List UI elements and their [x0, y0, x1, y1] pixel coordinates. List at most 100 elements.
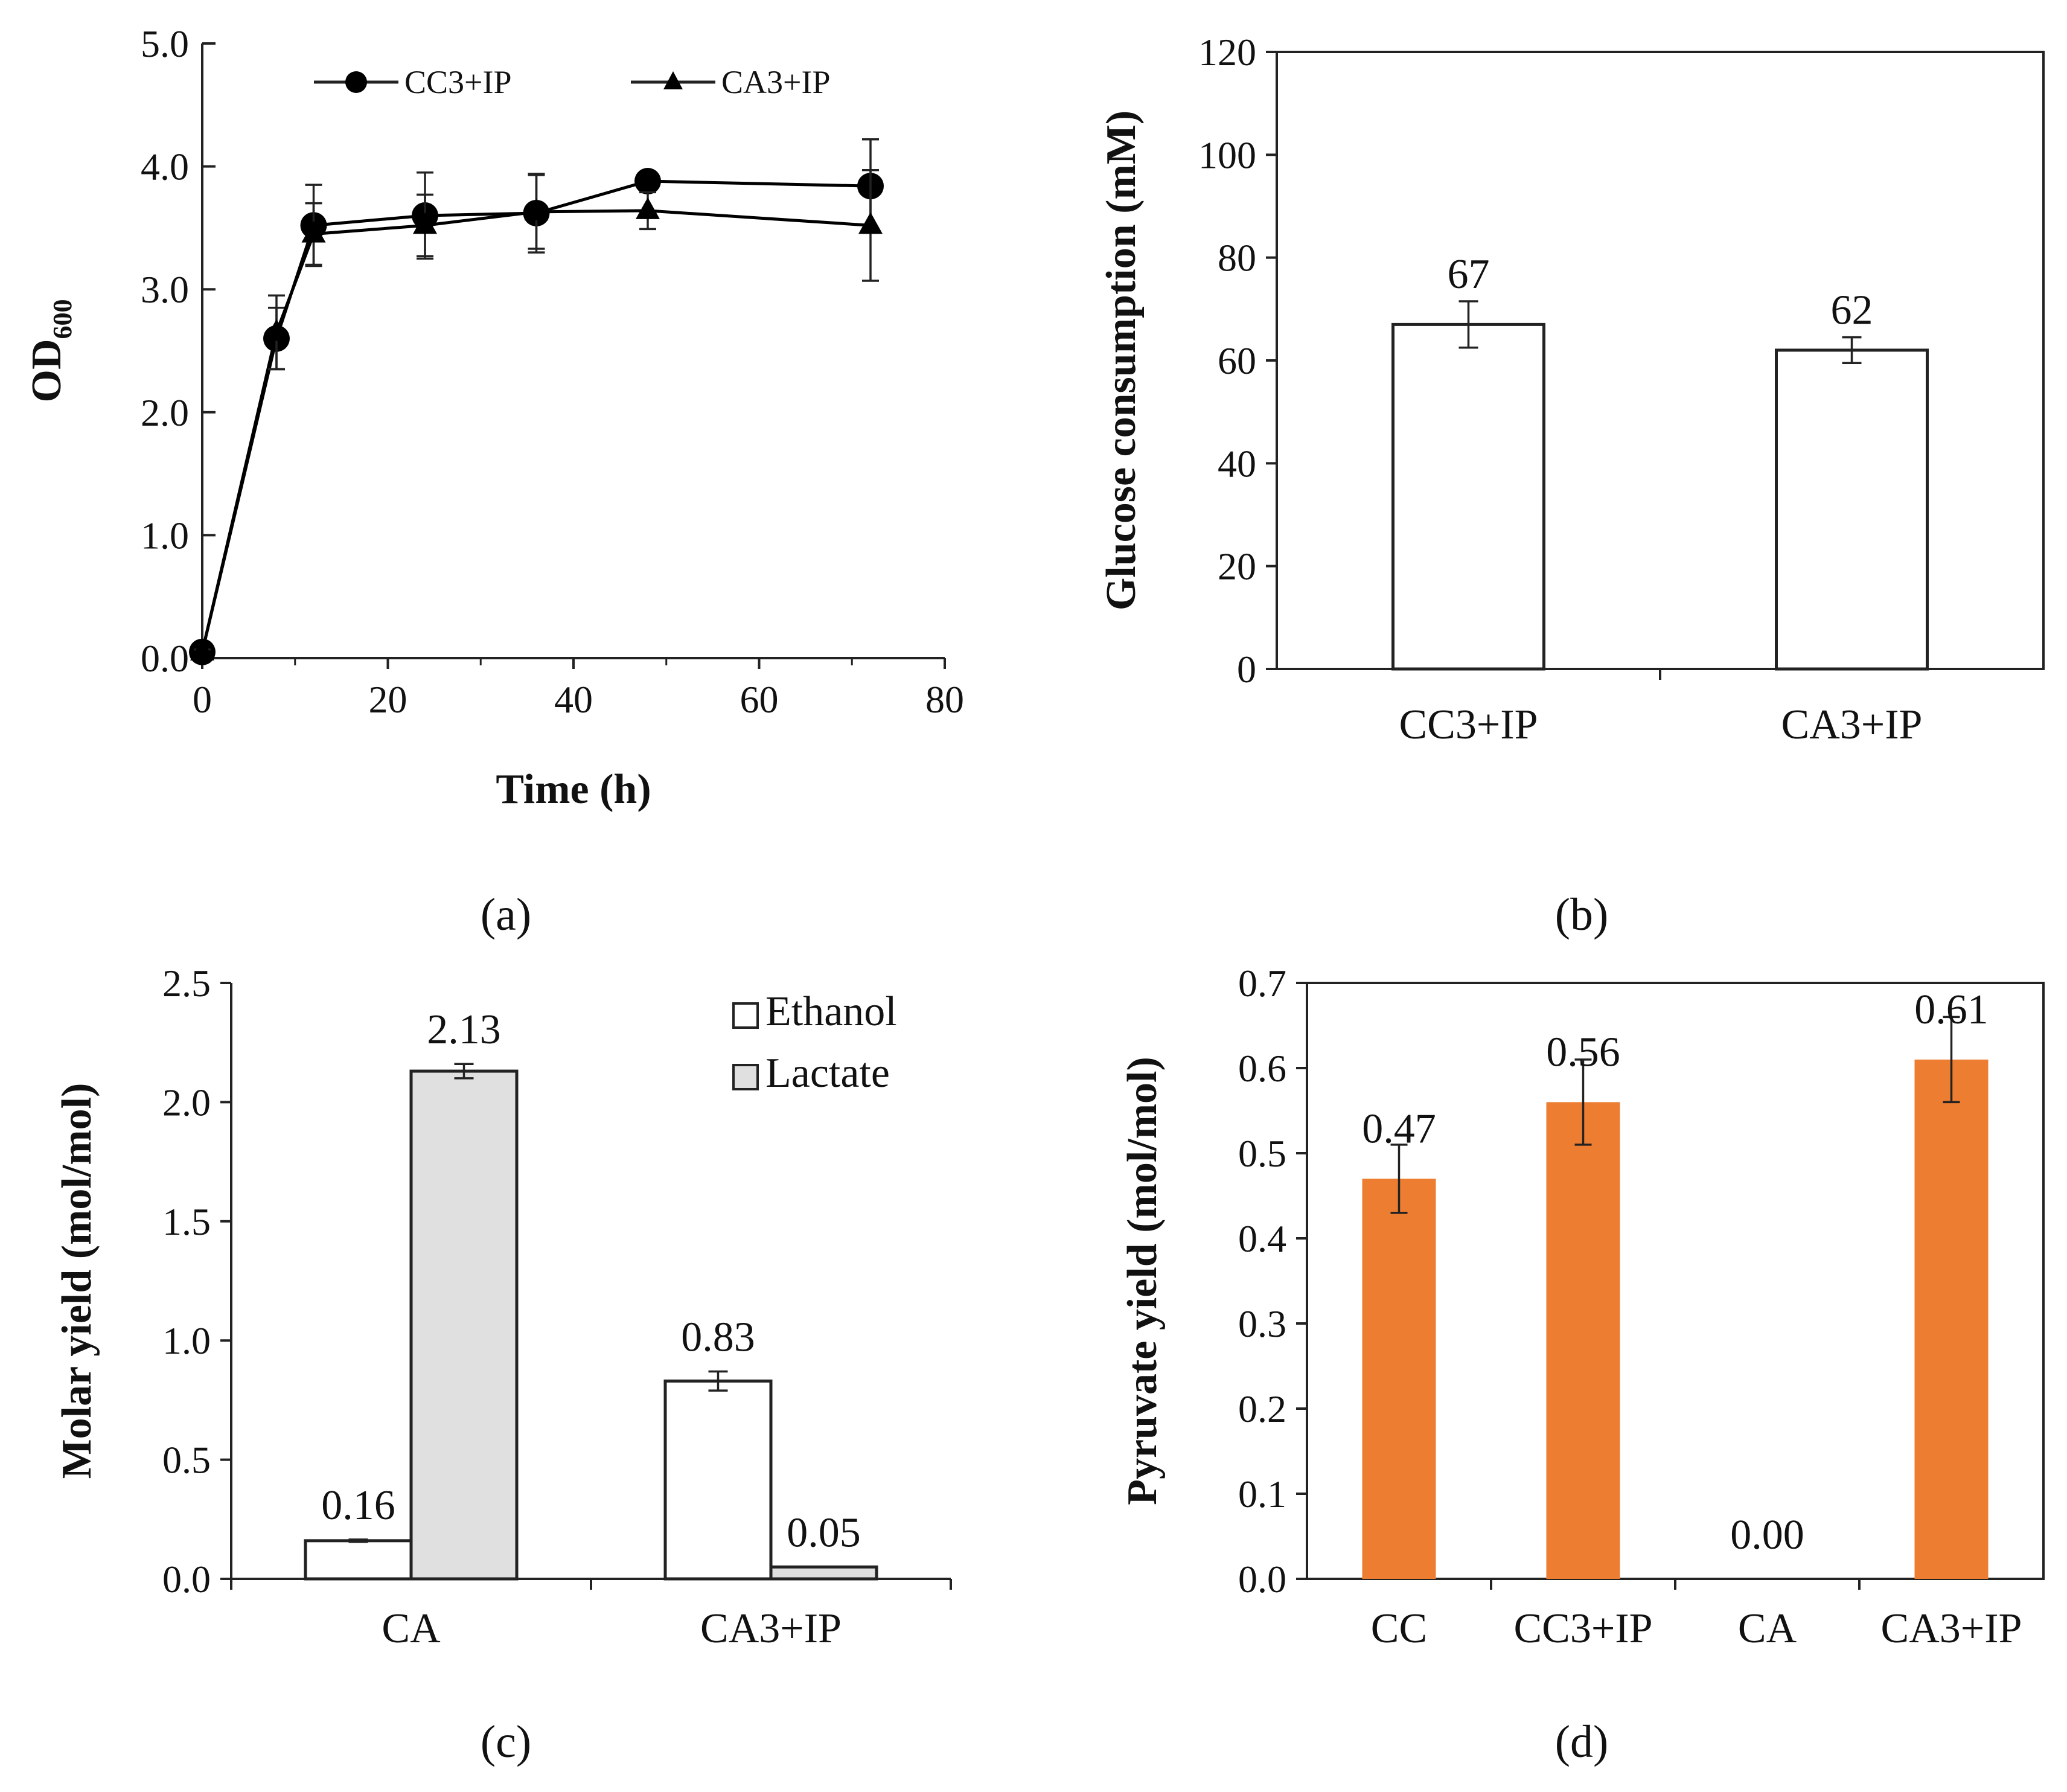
b-y-tick-label: 40: [1218, 442, 1256, 485]
c-y-tick-label: 1.0: [162, 1319, 211, 1362]
d-category-label: CC: [1371, 1605, 1427, 1652]
d-data-label: 0.56: [1546, 1029, 1620, 1075]
c-panel-label: (c): [481, 1717, 531, 1767]
d-category-label: CC3+IP: [1513, 1605, 1652, 1652]
a-y-axis-title: OD600: [24, 299, 77, 403]
d-y-tick-label: 0.7: [1238, 962, 1286, 1005]
d-data-label: 0.47: [1362, 1106, 1436, 1152]
b-category-label: CC3+IP: [1399, 702, 1538, 748]
panel-c-grouped-bar-chart: 0.0 0.5 1.0 1.5 2.0 2.5 0.16 2.13 CA 0.83 0.05 CA3+…: [54, 962, 952, 1767]
d-y-tick-label: 0.0: [1238, 1558, 1286, 1601]
a-point-triangle: [524, 198, 549, 220]
d-y-tick-label: 0.2: [1238, 1387, 1286, 1430]
d-data-label: 0.61: [1914, 987, 1989, 1033]
d-y-tick-label: 0.5: [1238, 1132, 1286, 1175]
a-y-tick-label: 4.0: [141, 146, 189, 188]
a-series-CA3+IP: [190, 168, 883, 661]
b-data-label: 62: [1831, 287, 1873, 334]
c-error-bar: [348, 1538, 368, 1543]
c-error-bar: [708, 1370, 728, 1392]
a-point-triangle: [190, 638, 214, 661]
a-point-triangle: [413, 212, 437, 234]
d-category-label: CA: [1738, 1605, 1797, 1652]
b-y-axis-title: Glucose consumption (mM): [1098, 110, 1145, 610]
a-y-tick-label: 2.0: [141, 391, 189, 434]
a-legend: CC3+IP CA3+IP: [314, 64, 830, 100]
b-error-bar: [1842, 336, 1862, 365]
a-x-tick-label: 20: [369, 678, 407, 721]
b-bar: [1391, 322, 1545, 671]
a-y-tick-label: 3.0: [141, 268, 189, 311]
a-y-tick-label: 1.0: [141, 514, 189, 557]
panel-d-bar-chart: 0.0 0.1 0.2 0.3 0.4 0.5 0.6 0.7 0.47 CC 0.56 CC3+IP…: [1119, 962, 2045, 1767]
c-data-label: 0.16: [321, 1482, 395, 1529]
b-panel-label: (b): [1555, 889, 1609, 940]
panel-b-bar-chart: 0 20 40 60 80 100 120 67 CC3+IP 62 CA3+IP Glucose c…: [1098, 31, 2045, 940]
a-x-tick-label: 40: [554, 678, 593, 721]
d-bar: [1362, 1179, 1436, 1579]
b-y-tick-label: 0: [1237, 648, 1256, 691]
b-bar: [1775, 348, 1929, 671]
panel-a-line-chart: 0.0 1.0 2.0 3.0 4.0 5.0 0 20 40 60 80 Time (h) OD600…: [24, 22, 964, 940]
a-x-axis-title: Time (h): [496, 766, 651, 813]
a-y-tick-label: 5.0: [141, 22, 189, 65]
c-bar-ethanol: [304, 1539, 413, 1581]
c-y-axis-title: Molar yield (mol/mol): [54, 1083, 100, 1479]
d-data-label: 0.00: [1730, 1512, 1804, 1558]
a-legend-marker-circle: [345, 71, 367, 93]
a-x-tick-label: 0: [193, 678, 212, 721]
b-data-label: 67: [1448, 251, 1490, 298]
c-y-tick-label: 2.0: [162, 1081, 211, 1124]
d-category-label: CA3+IP: [1881, 1605, 2022, 1652]
c-bar-lactate: [769, 1565, 878, 1581]
d-panel-label: (d): [1555, 1717, 1609, 1767]
c-legend-swatch: [732, 1002, 759, 1029]
d-error-bar: [1574, 1058, 1592, 1146]
a-y-tick-label: 0.0: [141, 637, 189, 680]
c-legend-label: Lactate: [765, 1050, 890, 1096]
c-y-tick-label: 0.5: [162, 1439, 211, 1482]
a-y-axis-title-sub: 600: [48, 299, 77, 339]
c-category-label: CA: [382, 1605, 441, 1652]
c-y-tick-label: 1.5: [162, 1200, 211, 1243]
c-y-tick-label: 0.0: [162, 1558, 211, 1601]
a-y-axis-title-main: OD: [24, 339, 70, 403]
b-category-label: CA3+IP: [1781, 702, 1923, 748]
c-category-label: CA3+IP: [700, 1605, 842, 1652]
b-y-tick-label: 120: [1198, 31, 1256, 74]
b-y-tick-label: 100: [1198, 133, 1256, 176]
c-legend-label: Ethanol: [765, 988, 897, 1035]
c-error-bar: [454, 1063, 474, 1080]
d-error-bar: [1390, 1144, 1408, 1214]
d-y-axis-title: Pyruvate yield (mol/mol): [1119, 1057, 1166, 1505]
a-legend-label: CA3+IP: [721, 64, 830, 100]
a-legend-marker-triangle: [663, 71, 683, 89]
c-data-label: 0.83: [681, 1314, 755, 1361]
d-bar: [1546, 1102, 1620, 1579]
a-point-circle: [634, 168, 661, 195]
d-bar: [1914, 1059, 1989, 1579]
a-x-tick-label: 60: [740, 678, 779, 721]
a-point-triangle: [264, 319, 289, 341]
b-y-tick-label: 20: [1218, 545, 1256, 588]
a-panel-label: (a): [481, 889, 531, 940]
c-y-tick-label: 2.5: [162, 962, 211, 1005]
d-y-tick-label: 0.3: [1238, 1302, 1286, 1345]
c-data-label: 2.13: [427, 1006, 501, 1053]
c-bar-ethanol: [663, 1379, 773, 1581]
c-data-label: 0.05: [787, 1509, 861, 1556]
c-legend-swatch: [732, 1064, 759, 1090]
a-point-triangle: [858, 212, 883, 234]
c-bar-lactate: [409, 1069, 519, 1581]
d-y-tick-label: 0.4: [1238, 1217, 1286, 1260]
a-point-triangle: [301, 220, 326, 243]
d-error-bar: [1943, 1016, 1960, 1104]
c-legend: Ethanol Lactate: [732, 988, 897, 1096]
d-y-tick-label: 0.6: [1238, 1047, 1286, 1090]
b-y-tick-label: 60: [1218, 339, 1256, 382]
b-error-bar: [1458, 300, 1478, 349]
a-x-tick-label: 80: [925, 678, 964, 721]
a-point-triangle: [636, 197, 660, 219]
d-y-tick-label: 0.1: [1238, 1473, 1286, 1515]
